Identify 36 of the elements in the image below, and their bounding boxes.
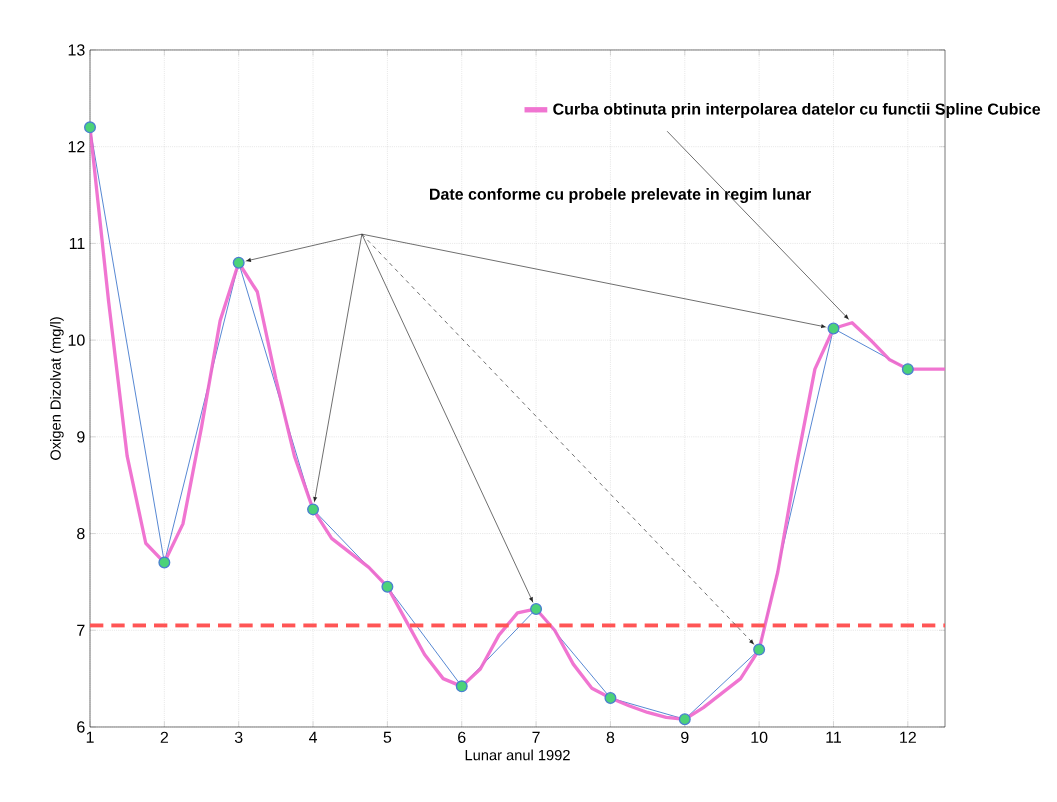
- y-axis-title: Oxigen Dizolvat (mg/l): [50, 317, 64, 460]
- y-tick-label: 13: [68, 44, 85, 56]
- point: [678, 713, 691, 726]
- point: [901, 363, 914, 376]
- y-tick-label: 6: [77, 721, 85, 733]
- point: [232, 256, 245, 269]
- x-tick-label: 5: [383, 731, 392, 743]
- x-tick-label: 6: [458, 731, 466, 744]
- y-tick-label: 9: [77, 431, 85, 443]
- point: [307, 503, 320, 516]
- y-tick-label: 11: [69, 237, 85, 249]
- x-tick-label: 10: [751, 731, 768, 744]
- point: [753, 643, 766, 656]
- legend-label: Curba obtinuta prin interpolarea datelor cu functii Spline Cubice: [553, 102, 1041, 118]
- x-tick-label: 11: [826, 731, 841, 743]
- point: [604, 691, 617, 704]
- x-tick-label: 12: [900, 731, 916, 743]
- x-tick-label: 8: [606, 731, 615, 744]
- point: [827, 322, 840, 335]
- x-axis-title: Lunar anul 1992: [465, 749, 570, 761]
- point: [158, 556, 171, 569]
- point: [84, 121, 97, 134]
- y-tick-label: 7: [77, 624, 85, 636]
- x-tick-label: 1: [86, 731, 94, 743]
- x-tick-label: 4: [308, 731, 318, 743]
- point: [530, 602, 543, 615]
- annotation: Date conforme cu probele prelevate in regim lunar: [430, 188, 811, 204]
- x-tick-label: 9: [681, 731, 689, 744]
- y-tick-label: 10: [68, 334, 85, 346]
- y-tick-label: 12: [68, 141, 85, 153]
- y-tick-label: 8: [77, 527, 85, 540]
- point: [455, 680, 468, 693]
- point: [381, 580, 394, 593]
- x-tick-label: 7: [532, 731, 540, 743]
- x-tick-label: 3: [234, 731, 243, 744]
- x-tick-label: 2: [160, 731, 168, 743]
